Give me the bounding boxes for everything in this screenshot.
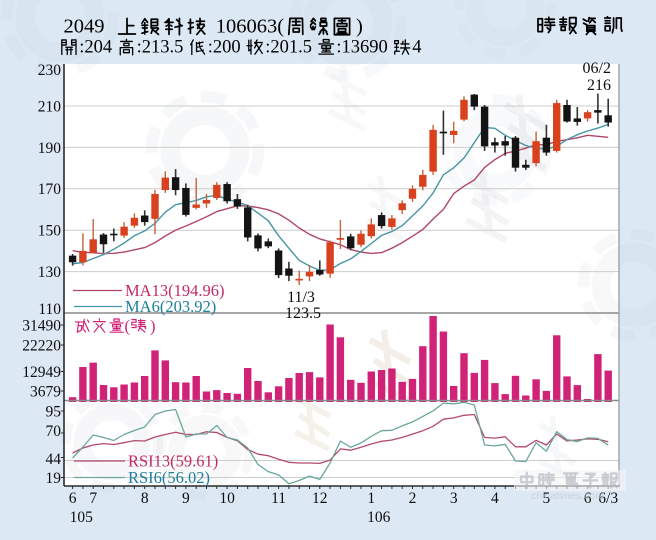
svg-text:70: 70 (46, 423, 62, 440)
svg-text:106063(: 106063( (216, 16, 284, 38)
svg-text:): ) (150, 317, 156, 336)
svg-text:106: 106 (367, 509, 391, 526)
svg-text:4: 4 (491, 490, 499, 507)
svg-text::13690: :13690 (336, 38, 387, 58)
svg-text::213.5: :213.5 (137, 38, 184, 58)
svg-text:5: 5 (543, 490, 551, 507)
svg-text:31490: 31490 (22, 317, 61, 334)
svg-text:130: 130 (38, 264, 62, 281)
svg-text:2: 2 (409, 490, 417, 507)
svg-text:RSI6(56.02): RSI6(56.02) (128, 468, 210, 487)
svg-text:6: 6 (69, 490, 77, 507)
svg-text:3679: 3679 (30, 383, 61, 400)
svg-text:(: ( (125, 317, 131, 336)
svg-text:): ) (356, 16, 363, 38)
svg-text:7: 7 (89, 490, 97, 507)
svg-text:11/3: 11/3 (287, 289, 315, 306)
svg-text:6: 6 (584, 490, 592, 507)
svg-text:10: 10 (219, 490, 235, 507)
svg-text:11: 11 (271, 490, 286, 507)
svg-text:12949: 12949 (22, 364, 61, 381)
svg-text:3: 3 (450, 490, 458, 507)
svg-text:210: 210 (38, 98, 62, 115)
svg-text:44: 44 (46, 451, 62, 468)
svg-text:105: 105 (70, 509, 94, 526)
svg-text:6/3: 6/3 (598, 490, 618, 507)
svg-text:19: 19 (46, 470, 62, 487)
svg-text:4: 4 (412, 38, 421, 58)
svg-text:2049: 2049 (64, 16, 105, 38)
svg-text::201.5: :201.5 (265, 38, 312, 58)
svg-text:123.5: 123.5 (285, 305, 321, 322)
svg-text:chinatimes.com: chinatimes.com (531, 490, 604, 502)
svg-text::200: :200 (208, 38, 241, 58)
svg-text:9: 9 (182, 490, 190, 507)
svg-text:230: 230 (38, 62, 62, 79)
svg-text:06/2: 06/2 (583, 60, 611, 77)
svg-text:1: 1 (367, 490, 375, 507)
svg-text:MA6(203.92): MA6(203.92) (125, 297, 216, 316)
svg-text:190: 190 (38, 140, 62, 157)
svg-text::204: :204 (79, 38, 112, 58)
svg-text:216: 216 (587, 77, 611, 94)
svg-text:170: 170 (38, 181, 62, 198)
svg-text:95: 95 (46, 403, 62, 420)
svg-text:22220: 22220 (22, 337, 61, 354)
svg-text:12: 12 (312, 490, 328, 507)
svg-text:150: 150 (38, 223, 62, 240)
svg-text:MA13(194.96): MA13(194.96) (125, 281, 224, 300)
svg-text:110: 110 (38, 301, 61, 318)
svg-text:8: 8 (141, 490, 149, 507)
svg-text:RSI13(59.61): RSI13(59.61) (128, 452, 218, 471)
